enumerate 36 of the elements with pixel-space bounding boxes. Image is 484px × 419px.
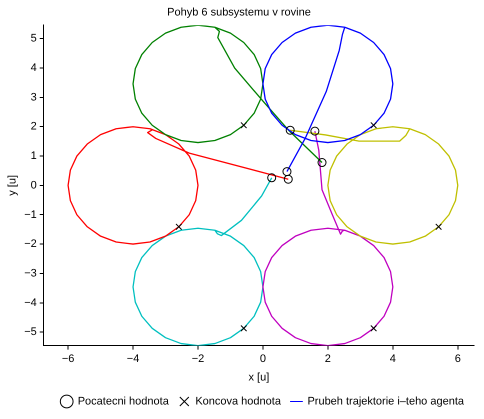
legend-label: Koncova hodnota xyxy=(195,396,282,408)
y-axis-title: y [u] xyxy=(6,175,19,196)
y-tick-label: −4 xyxy=(24,296,37,309)
y-tick-label: 1 xyxy=(30,150,37,162)
x-tick-label: 4 xyxy=(390,353,396,366)
y-tick-label: −3 xyxy=(24,267,37,280)
point xyxy=(176,223,182,230)
x-tick-label: 6 xyxy=(454,353,461,366)
point xyxy=(370,122,377,129)
y-tick-label: 2 xyxy=(30,120,37,133)
point xyxy=(318,158,327,168)
y-tick-label: −5 xyxy=(24,326,37,338)
legend-label: Pocatecni hodnota xyxy=(78,396,170,408)
x-tick-label: −4 xyxy=(126,353,140,366)
y-tick-label: 3 xyxy=(30,91,37,104)
point xyxy=(284,174,293,184)
y-tick-label: 4 xyxy=(30,62,37,74)
legend-label: Prubeh trajektorie i–teho agenta xyxy=(307,396,465,408)
y-tick-label: 5 xyxy=(30,32,37,45)
point xyxy=(435,223,442,230)
x-tick-label: 0 xyxy=(260,353,266,366)
x-tick-label: −6 xyxy=(62,353,74,366)
point xyxy=(282,167,292,176)
y-tick-label: −1 xyxy=(24,208,37,221)
x-tick-label: 2 xyxy=(324,353,331,366)
y-tick-label: −2 xyxy=(24,238,37,250)
point xyxy=(310,126,320,136)
point xyxy=(240,122,248,129)
point xyxy=(267,173,276,182)
x-tick-label: −2 xyxy=(192,353,204,366)
y-tick-label: 0 xyxy=(30,179,37,192)
point xyxy=(286,126,295,135)
x-axis-title: x [u] xyxy=(248,371,270,384)
point xyxy=(370,324,377,332)
chart-title: Pohyb 6 subsystemu v rovine xyxy=(167,6,311,19)
point xyxy=(240,324,248,332)
